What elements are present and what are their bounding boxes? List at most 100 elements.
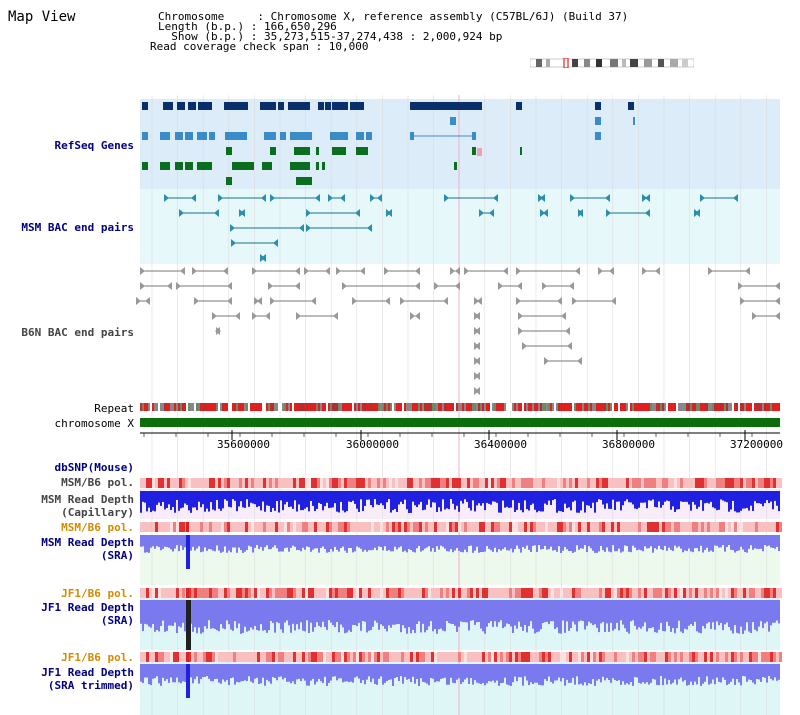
repeat-segment xyxy=(678,403,680,411)
read-depth-bar xyxy=(476,600,478,623)
polymorphism-cell xyxy=(401,478,404,488)
polymorphism-cell xyxy=(695,478,698,488)
refseq-genes-label[interactable]: RefSeq Genes xyxy=(54,139,134,152)
repeat-segment xyxy=(590,403,592,411)
read-depth-bar xyxy=(156,600,158,630)
polymorphism-cell xyxy=(776,478,779,488)
gene-exon xyxy=(278,102,284,110)
read-depth-bar xyxy=(440,535,442,546)
jf1-depth-sra-label[interactable]: JF1 Read Depth xyxy=(41,601,134,614)
gene-exon xyxy=(288,102,310,110)
repeat-segment xyxy=(592,403,594,411)
read-depth-bar xyxy=(530,491,532,505)
read-depth-bar xyxy=(588,535,590,547)
repeat-segment xyxy=(554,403,556,411)
msm-depth-sra-label[interactable]: MSM Read Depth xyxy=(41,536,134,549)
polymorphism-cell xyxy=(641,478,644,488)
read-depth-bar xyxy=(384,600,386,629)
read-depth-bar xyxy=(520,664,522,678)
polymorphism-cell xyxy=(500,588,503,598)
repeat-segment xyxy=(596,403,598,411)
repeat-segment xyxy=(470,403,472,411)
read-depth-bar xyxy=(292,664,294,682)
read-depth-bar xyxy=(646,535,648,549)
read-depth-bar xyxy=(254,664,256,679)
read-depth-bar xyxy=(266,535,268,546)
repeat-segment xyxy=(570,403,572,411)
polymorphism-cell xyxy=(698,588,701,598)
msm-b6-pol-sra-label[interactable]: MSM/B6 pol. xyxy=(61,521,134,534)
read-depth-bar xyxy=(396,535,398,550)
polymorphism-cell xyxy=(422,652,425,662)
bac-end-marker xyxy=(474,297,479,305)
read-depth-bar xyxy=(670,600,672,632)
read-depth-bar xyxy=(520,600,522,627)
read-depth-bar xyxy=(660,535,662,550)
msm-b6-pol-capillary-label[interactable]: MSM/B6 pol. xyxy=(61,476,134,489)
msm-depth-capillary-label[interactable]: MSM Read Depth xyxy=(41,493,134,506)
repeat-segment xyxy=(516,403,518,411)
read-depth-bar xyxy=(588,600,590,622)
jf1-depth-trimmed-label[interactable]: JF1 Read Depth xyxy=(41,666,134,679)
read-depth-bar xyxy=(152,600,154,624)
dbsnp-label[interactable]: dbSNP(Mouse) xyxy=(54,461,134,474)
jf1-b6-pol-sra-label[interactable]: JF1/B6 pol. xyxy=(61,587,134,600)
polymorphism-cell xyxy=(542,478,545,488)
repeat-segment xyxy=(680,403,682,411)
polymorphism-cell xyxy=(740,588,743,598)
read-depth-bar xyxy=(446,664,448,685)
polymorphism-cell xyxy=(710,522,713,532)
read-depth-bar xyxy=(492,664,494,681)
msm-bac-label[interactable]: MSM BAC end pairs xyxy=(21,221,134,234)
read-depth-bar xyxy=(502,535,504,550)
jf1-b6-pol-trimmed-label[interactable]: JF1/B6 pol. xyxy=(61,651,134,664)
read-depth-bar xyxy=(194,535,196,551)
polymorphism-cell xyxy=(194,522,197,532)
read-depth-bar xyxy=(524,664,526,677)
polymorphism-cell xyxy=(239,652,242,662)
read-depth-bar xyxy=(348,491,350,502)
read-depth-bar xyxy=(674,535,676,546)
polymorphism-cell xyxy=(611,652,614,662)
read-depth-bar xyxy=(298,664,300,679)
read-depth-bar xyxy=(650,491,652,501)
read-depth-bar xyxy=(396,600,398,625)
read-depth-bar xyxy=(700,491,702,501)
polymorphism-cell xyxy=(491,478,494,488)
gene-exon xyxy=(325,102,331,110)
repeat-segment xyxy=(298,403,300,411)
bac-end-marker xyxy=(261,194,266,202)
read-depth-bar xyxy=(754,600,756,630)
repeat-segment xyxy=(252,403,254,411)
read-depth-bar xyxy=(220,600,222,625)
read-depth-bar xyxy=(566,491,568,509)
gene-exon xyxy=(198,102,206,110)
polymorphism-cell xyxy=(707,478,710,488)
b6n-bac-label[interactable]: B6N BAC end pairs xyxy=(21,326,134,339)
gene-exon xyxy=(290,132,312,140)
msm-depth-capillary-sub: (Capillary) xyxy=(61,506,134,519)
polymorphism-cell xyxy=(518,588,521,598)
polymorphism-cell xyxy=(401,588,404,598)
read-depth-bar xyxy=(702,664,704,684)
polymorphism-cell xyxy=(476,588,479,598)
polymorphism-cell xyxy=(521,522,524,532)
read-depth-bar xyxy=(548,600,550,625)
bac-end-marker xyxy=(325,267,330,275)
read-depth-bar xyxy=(296,664,298,680)
read-depth-bar xyxy=(564,600,566,633)
read-depth-bar xyxy=(518,491,520,503)
read-depth-bar xyxy=(566,664,568,680)
polymorphism-cell xyxy=(719,522,722,532)
read-depth-bar xyxy=(766,664,768,683)
read-depth-bar xyxy=(368,600,370,631)
polymorphism-cell xyxy=(506,652,509,662)
polymorphism-cell xyxy=(305,652,308,662)
read-depth-bar xyxy=(720,491,722,500)
read-depth-bar xyxy=(580,491,582,511)
read-depth-bar xyxy=(706,535,708,548)
repeat-segment xyxy=(166,403,168,411)
read-depth-bar xyxy=(162,664,164,678)
read-depth-bar xyxy=(258,535,260,549)
